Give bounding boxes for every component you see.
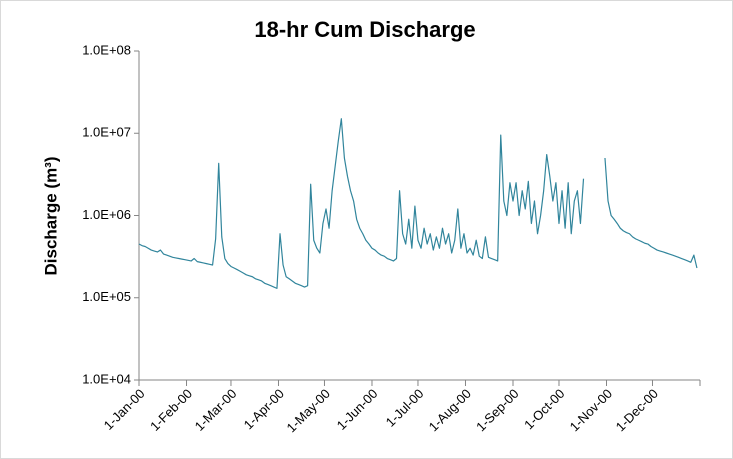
- data-line: [138, 118, 698, 289]
- y-tick-label: 1.0E+06: [82, 207, 131, 222]
- y-tick-label: 1.0E+08: [82, 42, 131, 57]
- y-tick-label: 1.0E+04: [82, 371, 131, 386]
- y-axis-label: Discharge (m³): [41, 156, 60, 275]
- chart-title: 18-hr Cum Discharge: [254, 17, 475, 42]
- y-tick-label: 1.0E+07: [82, 125, 131, 140]
- y-tick-label: 1.0E+05: [82, 289, 131, 304]
